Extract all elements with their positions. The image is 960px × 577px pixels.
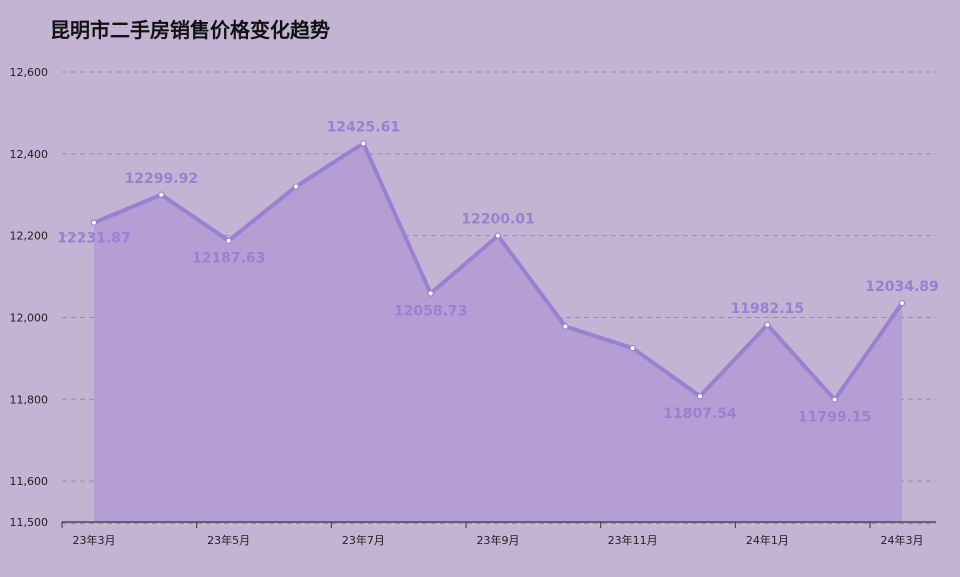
y-tick-label: 12,000 [10, 311, 49, 324]
y-tick-label: 12,200 [10, 230, 49, 243]
data-point [764, 321, 771, 328]
data-point [629, 344, 636, 352]
x-tick-label: 23年5月 [207, 533, 250, 547]
x-tick-label: 23年9月 [477, 533, 520, 547]
data-label: 12058.73 [394, 303, 468, 319]
data-label: 12187.63 [192, 251, 266, 267]
data-label: 11807.54 [663, 406, 737, 422]
data-point [225, 237, 232, 244]
x-tick-label: 23年3月 [73, 533, 116, 547]
data-label: 12034.89 [865, 279, 939, 295]
data-point [158, 191, 165, 198]
y-tick-label: 11,600 [10, 475, 49, 488]
data-point [292, 183, 300, 190]
x-tick-label: 23年11月 [608, 533, 658, 547]
x-tick-label: 24年3月 [881, 533, 924, 547]
y-tick-label: 11,800 [10, 393, 49, 406]
y-tick-label: 11,500 [10, 516, 49, 529]
data-label: 12200.01 [461, 212, 535, 228]
data-label: 12299.92 [125, 171, 199, 187]
chart-title: 昆明市二手房销售价格变化趋势 [50, 18, 330, 42]
data-point [360, 140, 367, 147]
data-point [898, 299, 906, 307]
data-point [90, 219, 98, 226]
data-point [696, 392, 704, 400]
y-tick-label: 12,400 [10, 148, 49, 161]
data-point [562, 323, 569, 330]
data-point [427, 290, 434, 297]
y-tick-label: 12,600 [10, 66, 49, 79]
data-label: 11799.15 [798, 410, 872, 426]
data-label: 11982.15 [731, 301, 805, 317]
data-point [831, 396, 838, 403]
data-label: 12425.61 [327, 119, 401, 135]
x-tick-label: 23年7月 [342, 533, 385, 547]
data-point [494, 232, 502, 239]
x-tick-label: 24年1月 [746, 533, 789, 547]
data-label: 12231.87 [57, 231, 131, 247]
area-fill [94, 143, 902, 522]
